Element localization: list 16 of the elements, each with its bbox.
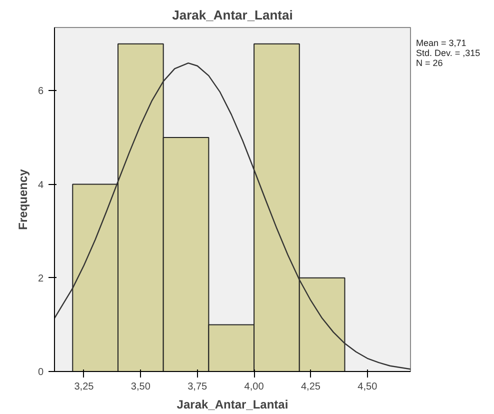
x-axis-title: Jarak_Antar_Lantai [176, 398, 288, 412]
x-tick-label: 3,75 [188, 382, 208, 392]
y-axis-title: Frequency [16, 168, 30, 230]
y-tick-label: 4 [38, 180, 44, 191]
y-tick-label: 6 [38, 86, 44, 98]
x-tick-label: 3,25 [74, 382, 94, 392]
y-tick-label: 2 [38, 273, 44, 284]
annotation: Mean = 3,71 [416, 38, 468, 48]
y-tick-label: 0 [38, 367, 44, 378]
annotation: Std. Dev. = ,315 [416, 48, 480, 58]
x-tick-label: 4,25 [301, 382, 321, 392]
chart-title: Jarak_Antar_Lantai [172, 8, 293, 22]
x-tick-label: 4,00 [244, 382, 264, 392]
annotation: N = 26 [416, 58, 444, 68]
x-tick-label: 4,50 [358, 382, 378, 392]
x-tick-label: 3,50 [130, 382, 151, 392]
